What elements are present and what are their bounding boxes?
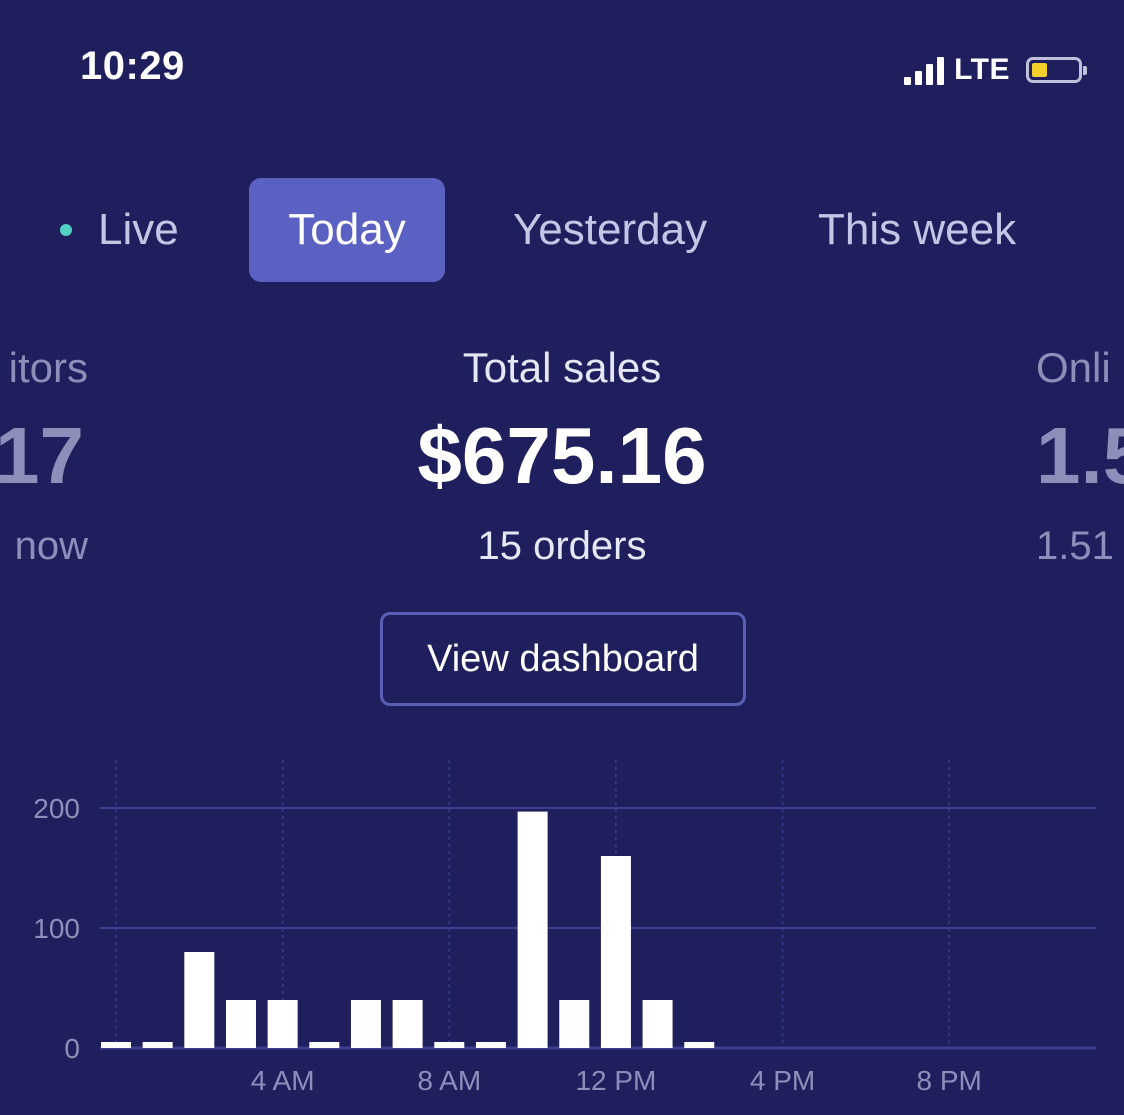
x-tick-label: 4 PM bbox=[750, 1065, 815, 1096]
chart-bar bbox=[517, 811, 548, 1048]
tab-live[interactable]: Live bbox=[60, 178, 179, 282]
chart-bar bbox=[101, 1042, 131, 1048]
status-time: 10:29 bbox=[80, 44, 185, 88]
tab-today[interactable]: Today bbox=[249, 178, 445, 282]
x-tick-label: 8 AM bbox=[417, 1065, 481, 1096]
tab-label: This week bbox=[818, 205, 1017, 254]
x-tick-label: 8 PM bbox=[917, 1065, 982, 1096]
status-indicators: LTE bbox=[904, 50, 1087, 90]
view-dashboard-button[interactable]: View dashboard bbox=[380, 612, 746, 706]
x-tick-label: 12 PM bbox=[575, 1065, 656, 1096]
x-tick-label: 4 AM bbox=[251, 1065, 315, 1096]
tab-yesterday[interactable]: Yesterday bbox=[513, 178, 707, 282]
y-tick-label: 200 bbox=[33, 793, 80, 824]
live-dot-icon bbox=[60, 224, 72, 236]
chart-bar bbox=[225, 1000, 256, 1048]
chart-bar bbox=[309, 1042, 340, 1048]
y-tick-label: 0 bbox=[64, 1033, 80, 1064]
stat-label: Onli bbox=[1036, 344, 1111, 391]
chart-bar bbox=[267, 1000, 298, 1048]
chart-bar bbox=[142, 1042, 173, 1048]
chart-bar bbox=[350, 1000, 381, 1048]
battery-level bbox=[1032, 63, 1047, 77]
battery-icon bbox=[1026, 57, 1087, 83]
stat-sub: 15 orders bbox=[477, 524, 647, 568]
chart-bar bbox=[642, 1000, 673, 1048]
stat-label: Total sales bbox=[462, 344, 662, 391]
network-type: LTE bbox=[954, 53, 1010, 86]
stat-value: $675.16 bbox=[417, 411, 707, 500]
chart-bar bbox=[475, 1042, 506, 1048]
tab-label: Yesterday bbox=[513, 205, 708, 254]
signal-icon bbox=[904, 55, 945, 85]
period-tabs: Live Today Yesterday This week bbox=[0, 178, 1124, 282]
chart-bar bbox=[559, 1000, 590, 1048]
stat-value: 1.5 bbox=[1036, 411, 1124, 500]
tab-label: Live bbox=[98, 205, 179, 254]
stat-value: 17 bbox=[0, 411, 84, 500]
stat-label: itors bbox=[8, 344, 88, 391]
chart-bar bbox=[184, 952, 215, 1048]
y-tick-label: 100 bbox=[33, 913, 80, 944]
stat-sub: now bbox=[14, 524, 88, 568]
chart-bar bbox=[392, 1000, 423, 1048]
chart-bar bbox=[600, 856, 631, 1048]
sales-bar-chart: 0 100 200 4 AM 8 AM 12 PM 4 PM 8 PM bbox=[33, 760, 1096, 1096]
tab-this-week[interactable]: This week bbox=[818, 178, 1016, 282]
tab-label: Today bbox=[288, 205, 406, 254]
stat-sub: 1.51 bbox=[1036, 524, 1114, 568]
chart-bar bbox=[684, 1042, 715, 1048]
chart-bar bbox=[434, 1042, 465, 1048]
